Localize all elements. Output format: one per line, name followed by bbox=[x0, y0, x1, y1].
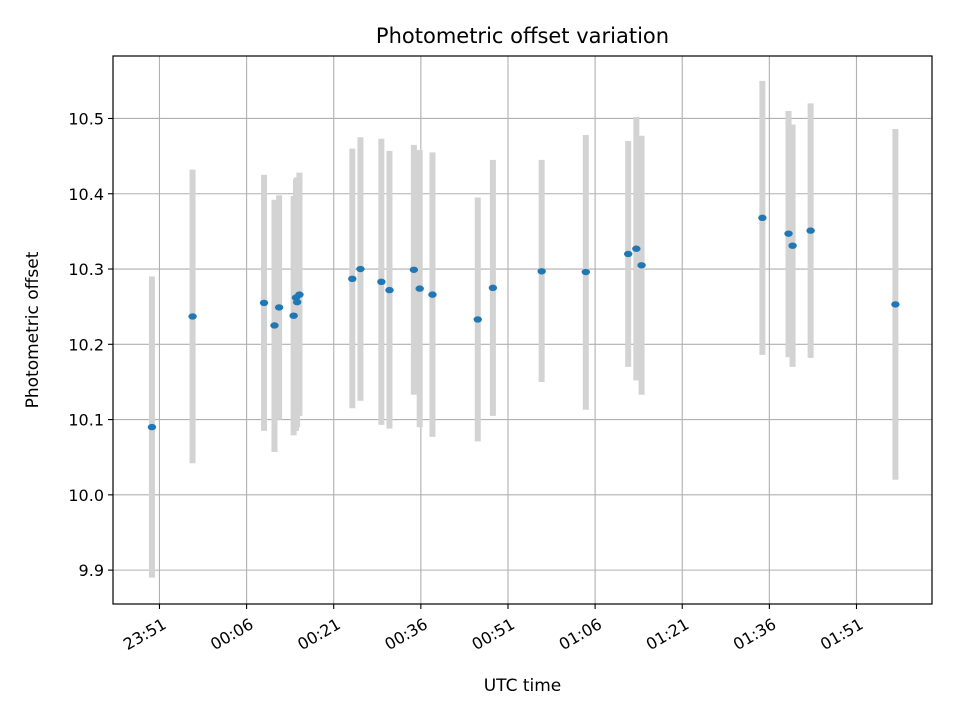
x-tick-label: 00:36 bbox=[381, 614, 430, 654]
data-point bbox=[488, 284, 498, 292]
data-point bbox=[259, 299, 269, 307]
y-tick-label: 10.2 bbox=[68, 335, 104, 354]
data-point bbox=[473, 316, 482, 323]
data-point bbox=[377, 278, 386, 286]
y-axis-label: Photometric offset bbox=[23, 251, 43, 408]
data-point bbox=[637, 262, 646, 269]
point-layer bbox=[147, 214, 900, 431]
data-point bbox=[188, 313, 197, 320]
x-tick-label: 01:06 bbox=[556, 614, 605, 654]
data-point bbox=[409, 266, 419, 273]
data-point bbox=[295, 291, 304, 298]
x-axis-label: UTC time bbox=[484, 676, 562, 696]
data-point bbox=[274, 304, 284, 311]
data-point bbox=[428, 291, 437, 298]
y-tick-label: 10.3 bbox=[68, 260, 104, 279]
data-point bbox=[356, 265, 365, 273]
errorbar-layer bbox=[148, 80, 899, 578]
tick-layer: 23:51 00:06 00:21 00:36 00:51 01:06 01:21 01:36… bbox=[68, 109, 866, 653]
data-point bbox=[581, 268, 591, 276]
x-tick-label: 01:36 bbox=[730, 614, 779, 654]
data-point bbox=[289, 312, 298, 319]
y-tick-label: 10.0 bbox=[68, 486, 104, 505]
x-tick-label: 00:21 bbox=[294, 614, 343, 654]
data-point bbox=[632, 245, 641, 252]
data-point bbox=[806, 227, 815, 234]
data-point bbox=[385, 286, 394, 294]
x-tick-label: 23:51 bbox=[120, 614, 169, 654]
data-point bbox=[270, 322, 279, 329]
data-point bbox=[891, 301, 900, 308]
data-point bbox=[624, 250, 633, 258]
data-point bbox=[758, 214, 767, 222]
y-tick-label: 10.5 bbox=[68, 109, 104, 128]
y-tick-label: 9.9 bbox=[79, 561, 104, 580]
data-point bbox=[788, 242, 797, 249]
data-point bbox=[784, 230, 793, 237]
data-point bbox=[348, 275, 357, 283]
data-point bbox=[292, 298, 302, 306]
x-tick-label: 01:51 bbox=[817, 614, 866, 654]
data-point bbox=[147, 423, 157, 431]
x-tick-label: 01:21 bbox=[643, 614, 692, 654]
y-tick-label: 10.4 bbox=[68, 185, 104, 204]
data-point bbox=[415, 285, 424, 292]
chart-title: Photometric offset variation bbox=[376, 24, 669, 48]
y-tick-label: 10.1 bbox=[68, 411, 104, 430]
x-tick-label: 00:06 bbox=[207, 614, 256, 654]
plot-frame bbox=[112, 55, 933, 605]
x-tick-label: 00:51 bbox=[469, 614, 518, 654]
data-point bbox=[537, 268, 546, 275]
